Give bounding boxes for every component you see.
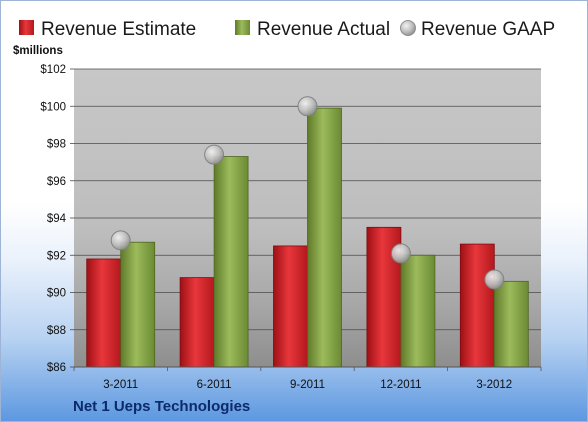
legend: Revenue Estimate Revenue Actual Revenue … (19, 19, 555, 40)
x-tick-label: 9-2011 (290, 379, 325, 391)
actual-bar (493, 280, 529, 368)
y-tick-label: $100 (40, 101, 66, 113)
estimate-bar (179, 277, 215, 368)
x-tick-label: 3-2011 (103, 379, 138, 391)
actual-bar (120, 241, 156, 368)
legend-swatch-estimate (19, 20, 34, 35)
y-tick-label: $92 (47, 250, 66, 262)
x-axis-ticks: 3-2011 6-2011 9-2011 12-2011 3-2012 (73, 367, 542, 391)
estimate-bar (459, 243, 495, 368)
actual-bar (307, 107, 342, 368)
estimate-bar (273, 245, 308, 368)
y-tick-label: $94 (47, 213, 67, 225)
company-name: Net 1 Ueps Technologies (73, 398, 251, 415)
x-tick-label: 3-2012 (476, 379, 512, 391)
bars (86, 107, 529, 368)
legend-marker-gaap (400, 20, 416, 36)
x-tick-label: 12-2011 (380, 379, 421, 391)
gaap-marker (484, 269, 505, 290)
y-tick-label: $90 (47, 288, 66, 300)
y-axis-ticks: $86 $88 $90 $92 $94 $96 $98 $100 $102 (40, 64, 74, 374)
actual-bar (213, 156, 249, 368)
y-tick-label: $102 (40, 64, 66, 76)
y-tick-label: $88 (47, 325, 66, 337)
gaap-marker (204, 144, 225, 165)
y-tick-label: $96 (47, 176, 66, 188)
gaap-marker (390, 243, 411, 264)
legend-label-estimate: Revenue Estimate (41, 19, 196, 40)
gaap-marker (110, 230, 131, 251)
legend-swatch-actual (235, 20, 250, 35)
y-axis-unit-label: $millions (13, 45, 63, 57)
gaap-marker (297, 96, 318, 117)
legend-label-gaap: Revenue GAAP (421, 19, 555, 40)
x-tick-label: 6-2011 (197, 379, 232, 391)
gaap-markers (110, 96, 505, 290)
y-tick-label: $98 (47, 139, 66, 151)
estimate-bar (86, 258, 122, 368)
legend-label-actual: Revenue Actual (257, 19, 390, 40)
actual-bar (400, 254, 436, 368)
y-tick-label: $86 (47, 362, 66, 374)
